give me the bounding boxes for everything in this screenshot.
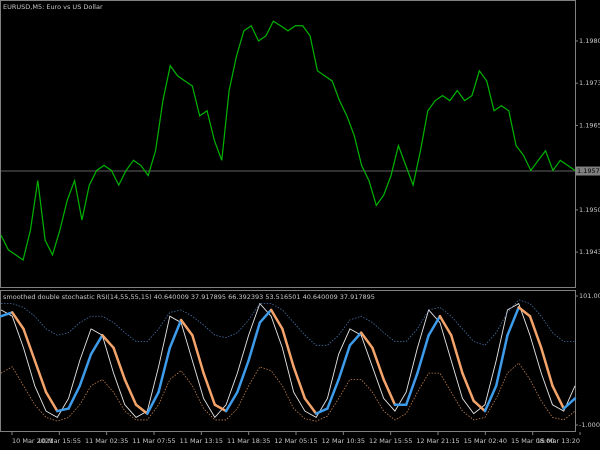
signal-segment xyxy=(168,318,183,350)
signal-segment xyxy=(472,399,487,413)
signal-segment xyxy=(202,371,217,407)
main-line xyxy=(0,302,576,419)
indicator-panel-frame xyxy=(0,290,576,432)
signal-segment xyxy=(146,390,160,415)
x-tick-label: 11 Mar 18:35 xyxy=(227,437,270,445)
signal-segment xyxy=(506,306,520,337)
signal-segment xyxy=(123,378,138,407)
signal-segment xyxy=(371,346,385,381)
signal-segment xyxy=(292,365,307,400)
x-tick-label: 15 Mar 08:00 xyxy=(511,437,554,445)
signal-segment xyxy=(269,308,284,331)
signal-segment xyxy=(112,346,127,381)
x-tick-label: 11 Mar 07:55 xyxy=(132,437,175,445)
x-tick-label: 15 Mar 02:40 xyxy=(464,437,507,445)
price-panel-frame xyxy=(0,0,576,288)
signal-segment xyxy=(134,403,149,415)
signal-segment xyxy=(449,333,464,375)
price-line xyxy=(0,20,576,261)
x-tick-label: 12 Mar 05:15 xyxy=(274,437,317,445)
signal-segment xyxy=(247,321,262,362)
x-tick-label: 10 Mar 2021 xyxy=(12,437,53,445)
signal-segment xyxy=(258,308,273,324)
last-price-label: 1.19574 xyxy=(577,167,600,175)
signal-segment xyxy=(562,397,577,410)
y-tick-label: 1.19505 xyxy=(579,206,600,214)
signal-segment xyxy=(56,407,70,413)
signal-segment xyxy=(22,327,37,362)
x-tick-label: 12 Mar 15:55 xyxy=(369,437,412,445)
signal-segment xyxy=(303,397,318,415)
band-line xyxy=(0,362,576,422)
signal-segment xyxy=(337,344,352,381)
signal-segment xyxy=(416,333,430,375)
signal-segment xyxy=(89,333,104,356)
signal-segment xyxy=(0,311,14,318)
x-tick-label: 15 Mar 13:20 xyxy=(537,437,580,445)
signal-segment xyxy=(44,390,59,413)
x-tick-label: 12 Mar 21:15 xyxy=(416,437,459,445)
y-tick-label: 1.19430 xyxy=(579,248,600,256)
signal-segment xyxy=(101,333,115,350)
signal-segment xyxy=(213,403,228,413)
signal-segment xyxy=(461,371,475,403)
y-tick-label: 1.19655 xyxy=(579,121,600,129)
x-tick-label: 11 Mar 13:15 xyxy=(180,437,223,445)
signal-segment xyxy=(404,371,419,407)
signal-segment xyxy=(224,390,239,413)
signal-segment xyxy=(483,384,498,413)
signal-segment xyxy=(517,306,532,318)
band-line xyxy=(1,299,575,346)
signal-segment xyxy=(11,311,25,331)
signal-segment xyxy=(551,384,565,410)
signal-segment xyxy=(157,346,172,394)
signal-segment xyxy=(314,407,329,415)
last-price-box xyxy=(575,166,600,176)
signal-segment xyxy=(67,384,82,410)
signal-segment xyxy=(236,359,250,394)
signal-segment xyxy=(528,314,543,350)
x-tick-label: 11 Mar 02:35 xyxy=(85,437,128,445)
price-title: EURUSD,M5: Euro vs US Dollar xyxy=(3,3,103,11)
signal-segment xyxy=(179,318,194,337)
signal-segment xyxy=(427,314,442,337)
signal-segment xyxy=(281,327,295,369)
signal-segment xyxy=(33,359,48,394)
y-tick-label: -1.0000 xyxy=(579,421,600,429)
signal-segment xyxy=(494,333,509,388)
signal-segment xyxy=(539,346,554,388)
indicator-title: smoothed double stochastic RSI(14,55,55,… xyxy=(3,293,375,301)
y-tick-label: 1.19730 xyxy=(579,79,600,87)
signal-segment xyxy=(382,378,397,407)
x-tick-label: 12 Mar 10:35 xyxy=(322,437,365,445)
signal-segment xyxy=(326,378,340,410)
y-tick-label: 1.19805 xyxy=(579,37,600,45)
y-tick-label: 101.0000 xyxy=(579,292,600,300)
signal-segment xyxy=(191,333,205,375)
signal-segment xyxy=(78,352,93,388)
signal-segment xyxy=(359,331,374,350)
x-tick-label: 10 Mar 15:55 xyxy=(38,437,81,445)
signal-segment xyxy=(438,314,453,337)
signal-segment xyxy=(348,331,363,347)
